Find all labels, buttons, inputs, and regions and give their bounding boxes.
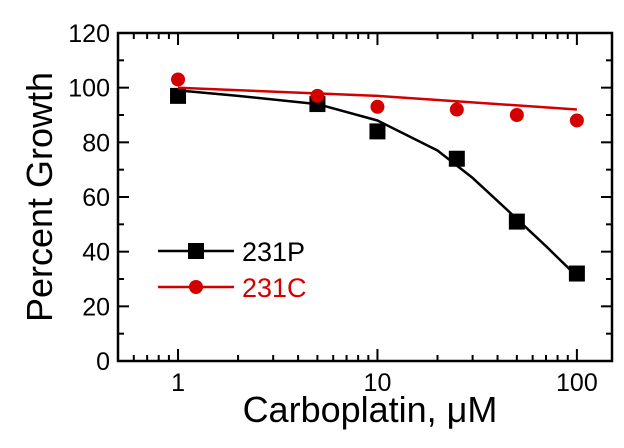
data-point-231P — [508, 213, 525, 230]
legend-label-231C: 231C — [242, 273, 307, 303]
y-tick-label: 0 — [96, 348, 110, 376]
x-axis-title: Carboplatin, μM — [243, 389, 498, 430]
fit-line-231C — [177, 86, 577, 111]
data-point-231P — [170, 87, 187, 104]
data-point-231C — [509, 108, 524, 122]
data-point-231C — [370, 99, 385, 114]
y-tick-label: 120 — [68, 20, 110, 48]
data-point-231P — [568, 265, 585, 282]
data-point-231P — [448, 150, 465, 167]
y-tick-label: 20 — [82, 293, 110, 321]
data-point-231C — [449, 102, 464, 117]
legend: 231P 231C — [158, 237, 307, 303]
y-axis-title: Percent Growth — [19, 72, 60, 322]
y-tick-label: 40 — [82, 239, 110, 267]
legend-marker-231P — [188, 243, 204, 259]
fit-line-231P — [177, 89, 578, 278]
y-tick-label: 80 — [82, 129, 110, 157]
x-tick-label: 100 — [556, 369, 598, 397]
x-tick-label: 10 — [364, 369, 392, 397]
plot-frame — [116, 31, 614, 363]
data-point-231C — [171, 72, 186, 87]
y-tick-label: 100 — [68, 75, 110, 103]
series-231P — [170, 87, 585, 282]
y-tick-label: 60 — [82, 184, 110, 212]
series-231C — [171, 72, 584, 128]
data-point-231C — [310, 88, 325, 103]
legend-marker-231C — [189, 280, 203, 294]
data-point-231P — [369, 123, 386, 140]
x-tick-label: 1 — [171, 369, 185, 397]
data-point-231C — [569, 113, 584, 128]
legend-label-231P: 231P — [242, 237, 305, 267]
